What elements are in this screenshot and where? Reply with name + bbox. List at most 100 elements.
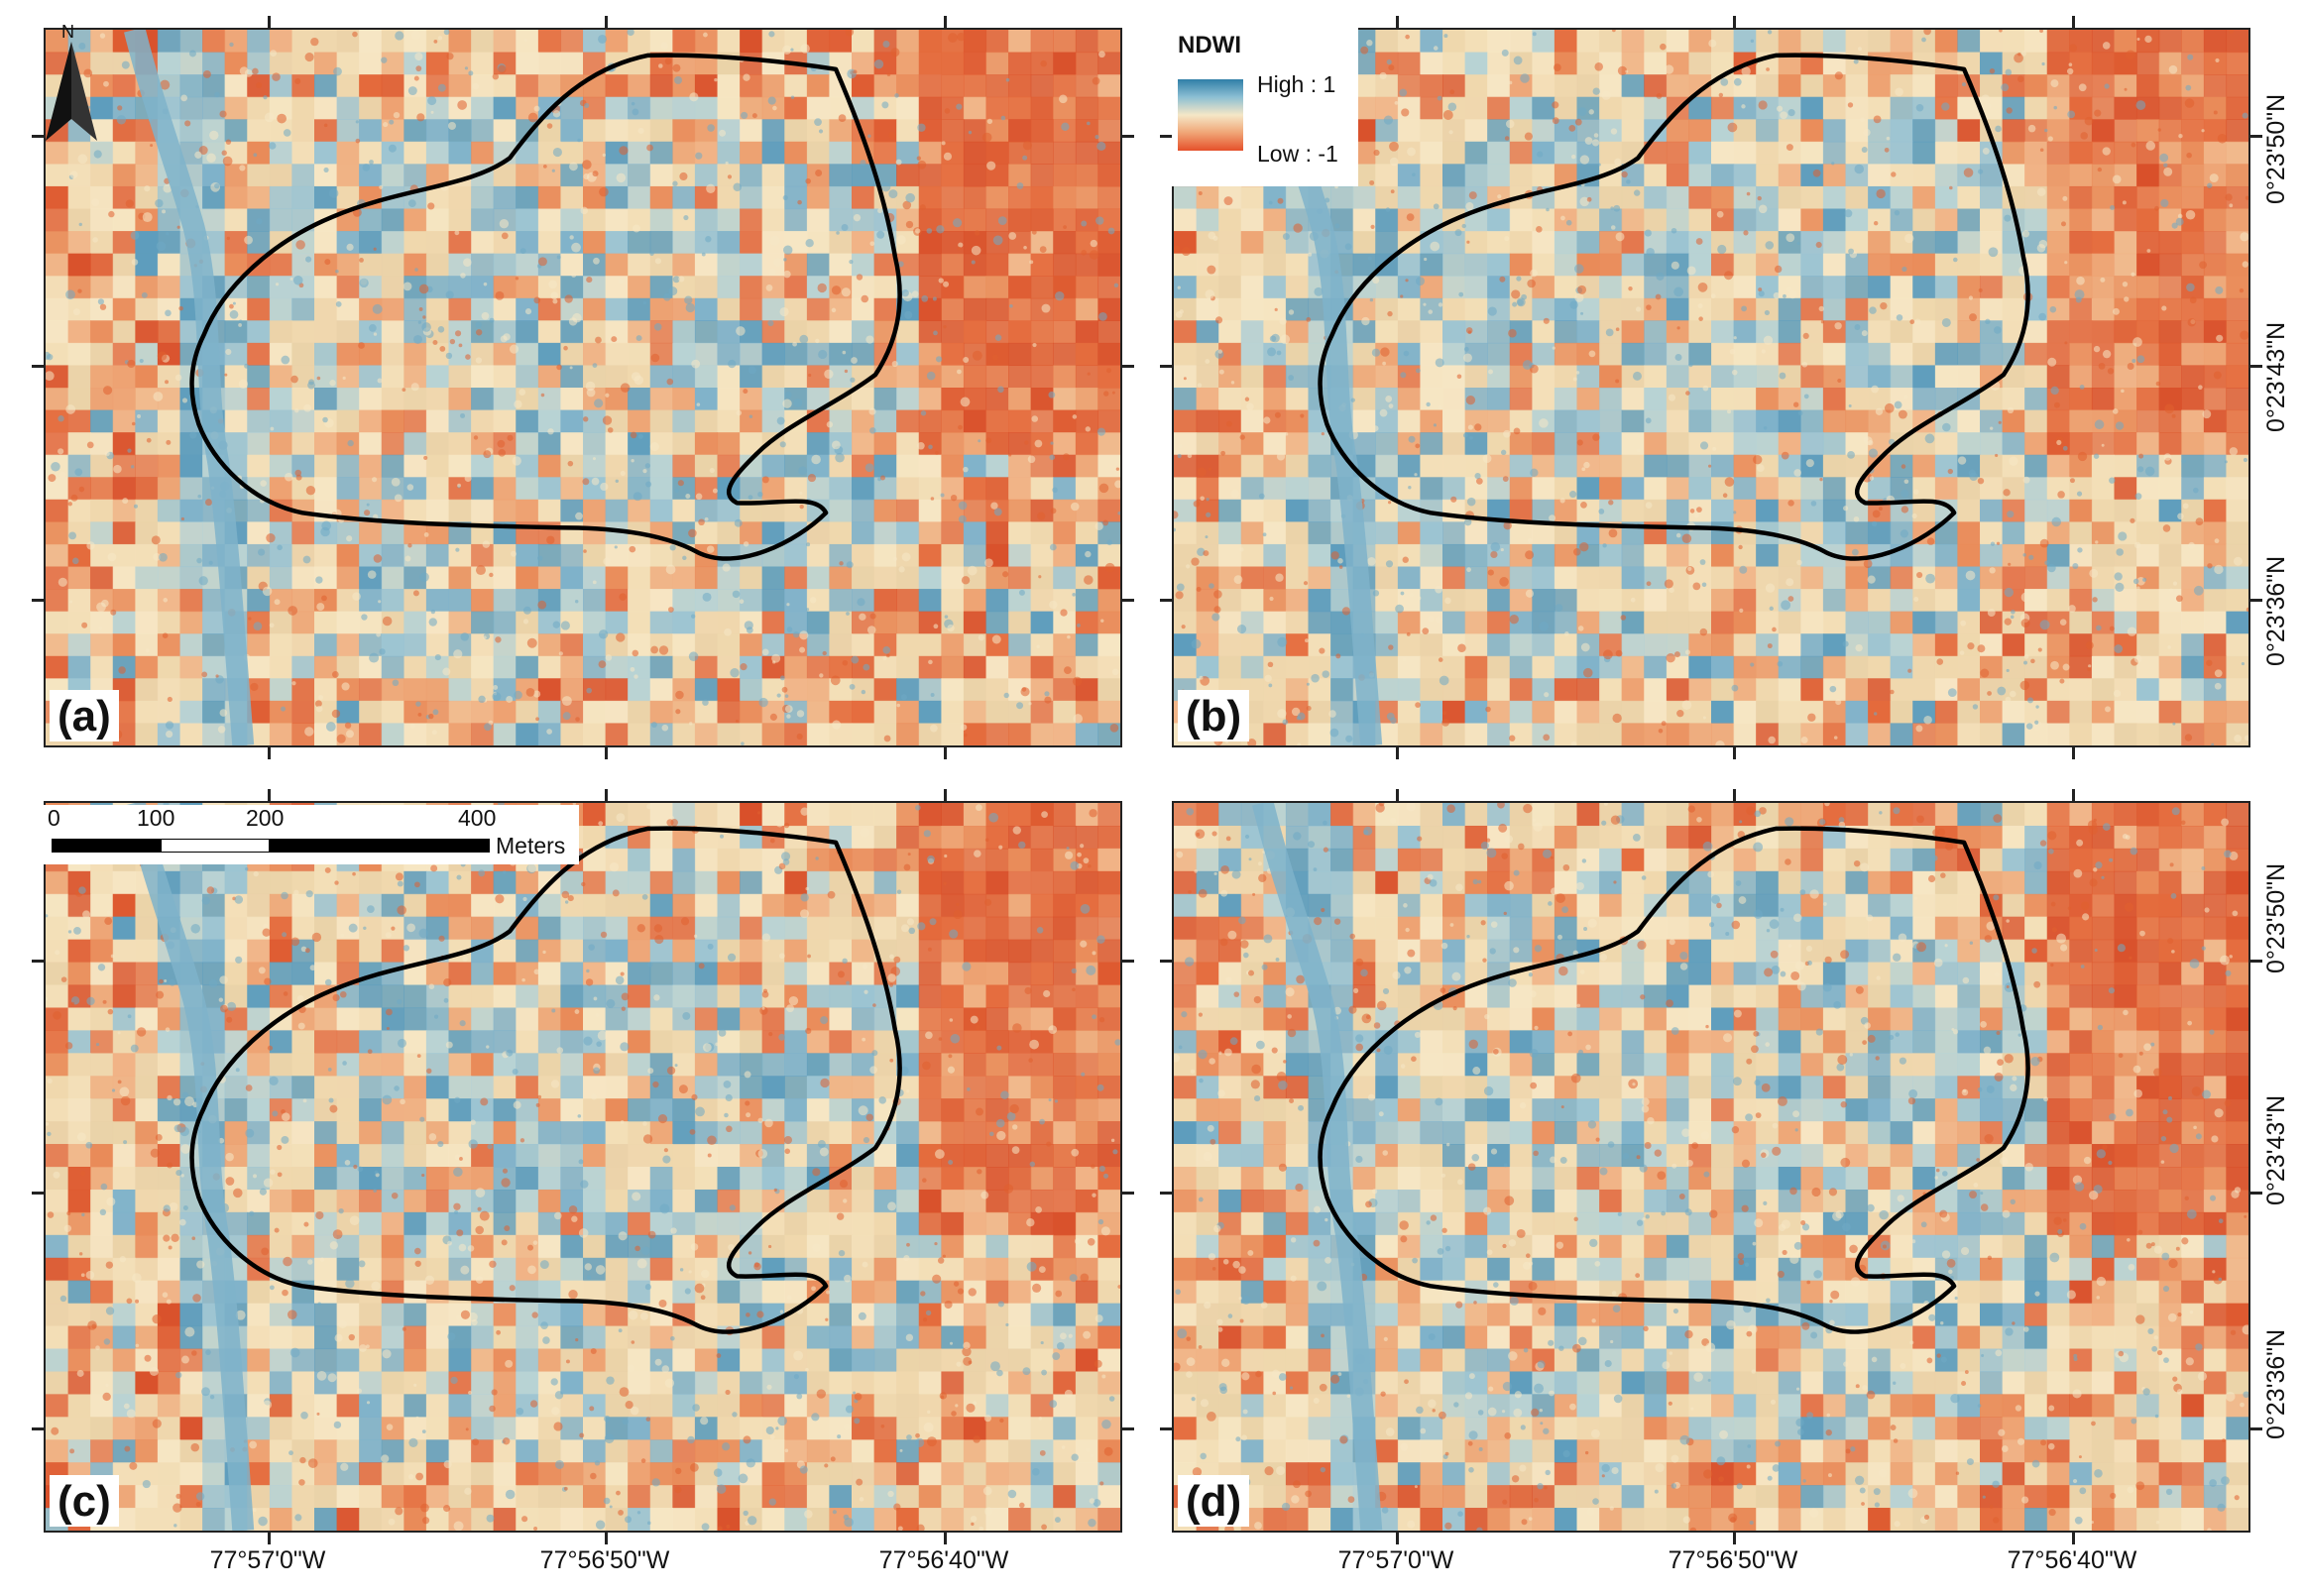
- raster-cell: [1555, 365, 1577, 388]
- raster-speck: [506, 696, 513, 703]
- raster-cell: [180, 633, 203, 656]
- raster-speck: [1234, 575, 1243, 584]
- raster-speck: [403, 282, 412, 290]
- raster-cell: [1823, 410, 1846, 433]
- raster-cell: [606, 97, 629, 120]
- raster-speck: [2113, 408, 2119, 414]
- raster-speck: [931, 497, 935, 501]
- raster-cell: [2136, 388, 2159, 410]
- raster-cell: [426, 567, 449, 590]
- raster-cell: [829, 589, 852, 612]
- raster-cell: [1622, 320, 1645, 343]
- raster-cell: [247, 298, 270, 321]
- raster-speck: [968, 566, 978, 576]
- raster-cell: [2181, 521, 2204, 544]
- raster-speck: [421, 322, 431, 332]
- raster-speck: [1370, 298, 1373, 301]
- raster-cell: [1532, 633, 1555, 656]
- raster-cell: [1891, 97, 1913, 120]
- raster-cell: [1174, 455, 1197, 478]
- raster-cell: [1309, 500, 1331, 522]
- raster-cell: [1912, 186, 1935, 209]
- raster-cell: [1008, 298, 1031, 321]
- raster-cell: [1375, 53, 1398, 75]
- raster-speck: [1675, 354, 1682, 361]
- raster-cell: [560, 209, 583, 232]
- raster-cell: [1846, 97, 1869, 120]
- raster-speck: [2040, 620, 2050, 629]
- raster-speck: [2087, 667, 2091, 671]
- raster-cell: [1031, 589, 1054, 612]
- raster-speck: [832, 441, 841, 450]
- raster-speck: [1780, 373, 1786, 380]
- raster-speck: [110, 610, 116, 616]
- raster-speck: [1386, 207, 1391, 212]
- raster-speck: [881, 101, 888, 108]
- raster-cell: [1800, 388, 1823, 410]
- raster-speck: [1830, 683, 1834, 687]
- raster-cell: [606, 320, 629, 343]
- raster-cell: [1174, 612, 1197, 634]
- raster-cell: [874, 678, 897, 701]
- raster-cell: [2204, 209, 2227, 232]
- raster-cell: [762, 612, 785, 634]
- raster-cell: [426, 119, 449, 142]
- raster-speck: [1457, 643, 1466, 652]
- raster-cell: [337, 388, 360, 410]
- raster-speck: [1750, 662, 1754, 666]
- raster-cell: [1823, 477, 1846, 500]
- raster-cell: [852, 186, 874, 209]
- raster-speck: [846, 612, 850, 616]
- raster-speck: [1608, 500, 1613, 505]
- raster-speck: [317, 377, 321, 381]
- raster-cell: [2003, 567, 2025, 590]
- raster-speck: [1409, 436, 1416, 443]
- raster-cell: [1599, 97, 1622, 120]
- raster-speck: [498, 440, 506, 448]
- raster-speck: [547, 123, 553, 129]
- raster-cell: [1375, 612, 1398, 634]
- raster-speck: [435, 654, 441, 660]
- raster-speck: [783, 271, 791, 279]
- raster-cell: [1309, 589, 1331, 612]
- raster-cell: [516, 723, 538, 745]
- raster-cell: [1076, 656, 1098, 679]
- raster-cell: [1756, 74, 1779, 97]
- raster-speck: [787, 627, 793, 632]
- raster-speck: [2161, 305, 2166, 310]
- raster-cell: [1263, 186, 1286, 209]
- raster-speck: [1103, 391, 1108, 396]
- raster-cell: [90, 254, 113, 277]
- raster-speck: [1837, 379, 1841, 383]
- raster-speck: [995, 334, 1002, 341]
- raster-cell: [1097, 343, 1120, 366]
- raster-cell: [337, 343, 360, 366]
- raster-cell: [1555, 656, 1577, 679]
- raster-speck: [1085, 551, 1091, 557]
- raster-speck: [1530, 270, 1538, 278]
- raster-cell: [784, 119, 807, 142]
- raster-speck: [424, 532, 429, 537]
- raster-cell: [1935, 365, 1958, 388]
- raster-speck: [1464, 347, 1469, 352]
- raster-cell: [1008, 30, 1031, 53]
- raster-speck: [1793, 402, 1798, 407]
- raster-cell: [829, 633, 852, 656]
- raster-cell: [1823, 589, 1846, 612]
- raster-cell: [718, 209, 741, 232]
- raster-cell: [2024, 30, 2047, 53]
- raster-cell: [1555, 455, 1577, 478]
- raster-cell: [46, 164, 68, 186]
- raster-speck: [2005, 588, 2014, 597]
- raster-speck: [1334, 223, 1339, 228]
- raster-speck: [1019, 590, 1025, 596]
- raster-speck: [1581, 467, 1585, 471]
- raster-cell: [1442, 388, 1465, 410]
- raster-speck: [1499, 277, 1505, 283]
- raster-speck: [526, 688, 535, 697]
- raster-speck: [1698, 303, 1703, 308]
- raster-cell: [807, 544, 830, 567]
- raster-speck: [1647, 581, 1652, 586]
- raster-speck: [806, 542, 810, 546]
- raster-cell: [762, 678, 785, 701]
